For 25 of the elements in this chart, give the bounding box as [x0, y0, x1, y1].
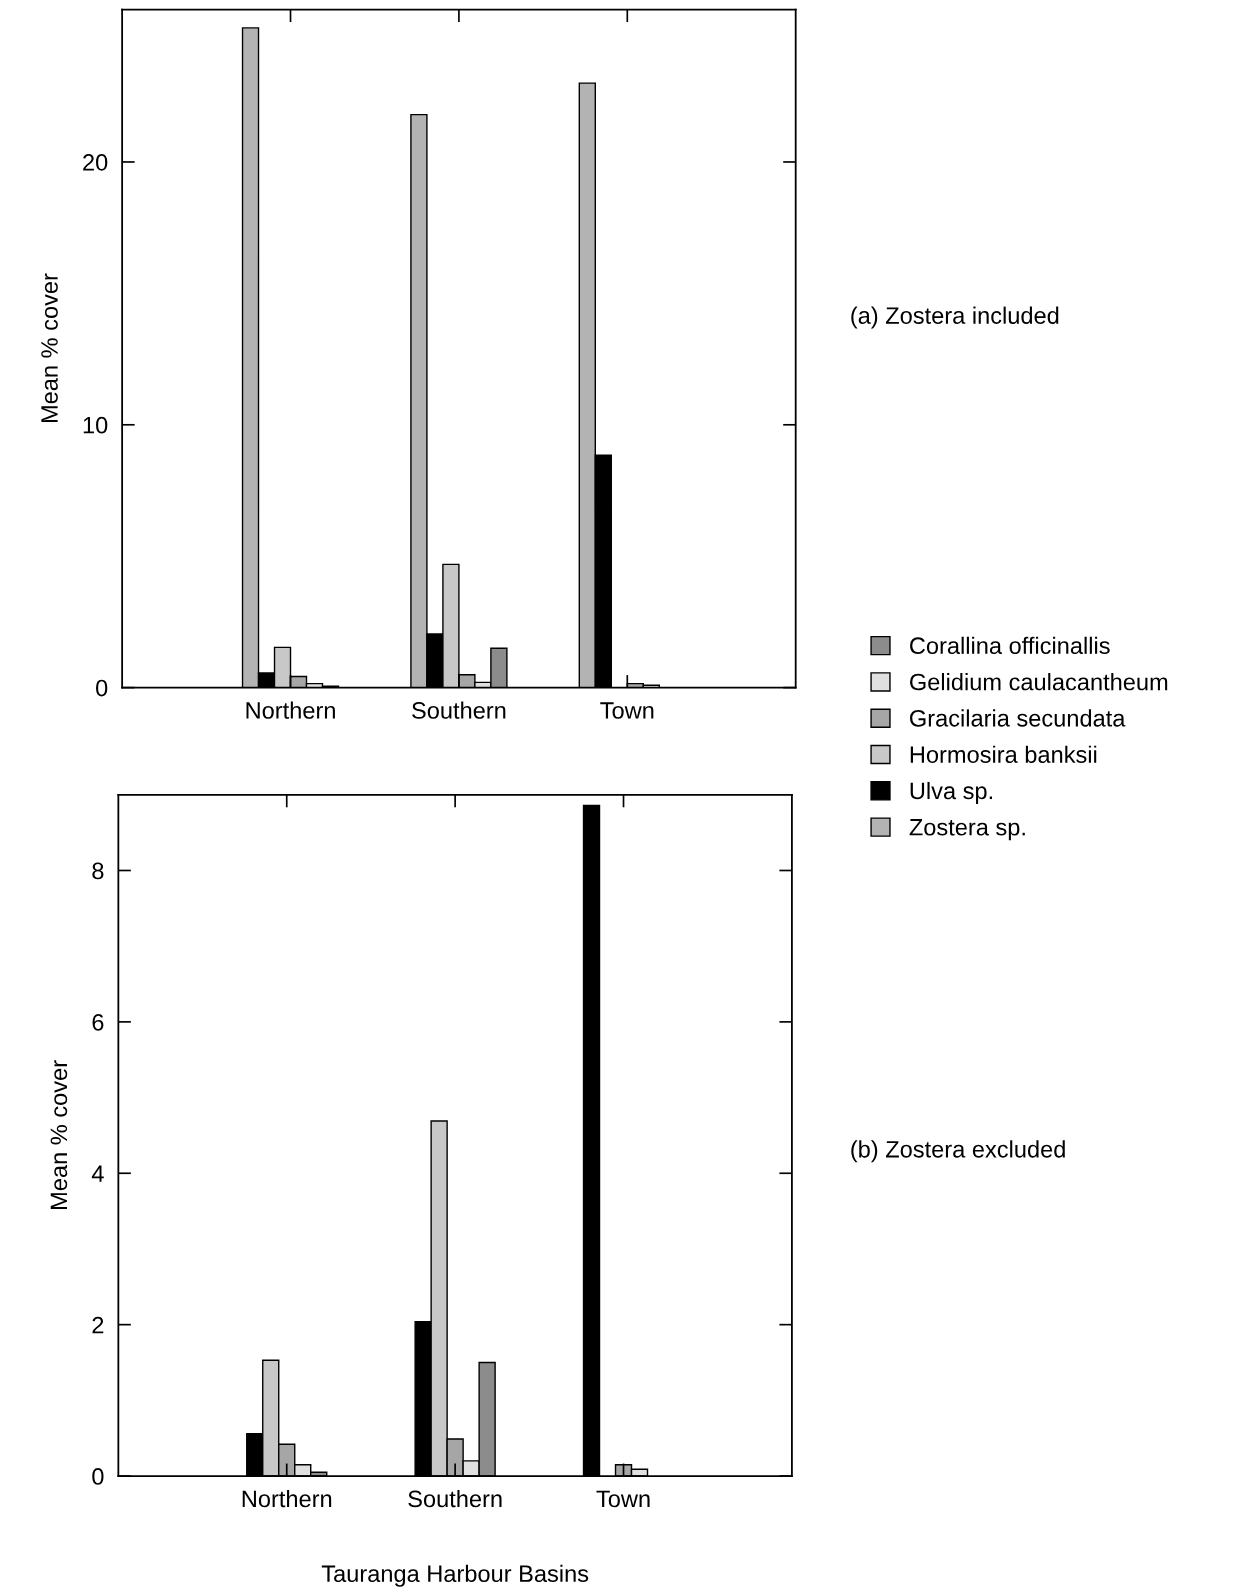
x-axis-title: Tauranga Harbour Basins: [321, 1564, 589, 1587]
legend-label: Ulva sp.: [910, 781, 992, 804]
y-tick-label: 6: [92, 1013, 104, 1031]
y-tick-label: 4: [91, 1165, 104, 1182]
legend-label: Corallina officinallis: [910, 636, 1110, 655]
legend-label: Hormosira banksii: [910, 745, 1097, 763]
x-tick-label: Town: [596, 1490, 650, 1508]
y-axis-title: Mean % cover: [50, 1060, 68, 1209]
x-tick-label: Southern: [412, 701, 506, 719]
legend-label: Gracilaria secundata: [910, 709, 1126, 727]
text: (b) Zostera excluded: [851, 1140, 1065, 1163]
x-tick-label: Town: [600, 702, 654, 719]
y-tick-label: 20: [83, 154, 108, 171]
y-tick-label: 2: [92, 1316, 104, 1334]
y-tick-label: 10: [83, 416, 108, 434]
text: (a) Zostera included: [851, 306, 1059, 329]
x-tick-label: Northern: [242, 1489, 332, 1508]
x-tick-label: Southern: [408, 1489, 502, 1508]
y-axis-title: Mean % cover: [41, 273, 58, 423]
x-tick-label: Northern: [246, 701, 335, 719]
legend-label: Zostera sp.: [909, 819, 1025, 841]
y-tick-label: 8: [92, 862, 104, 880]
y-tick-label: 0: [96, 679, 108, 697]
legend-label: Gelidium caulacantheum: [910, 673, 1168, 691]
y-tick-label: 0: [92, 1468, 104, 1485]
